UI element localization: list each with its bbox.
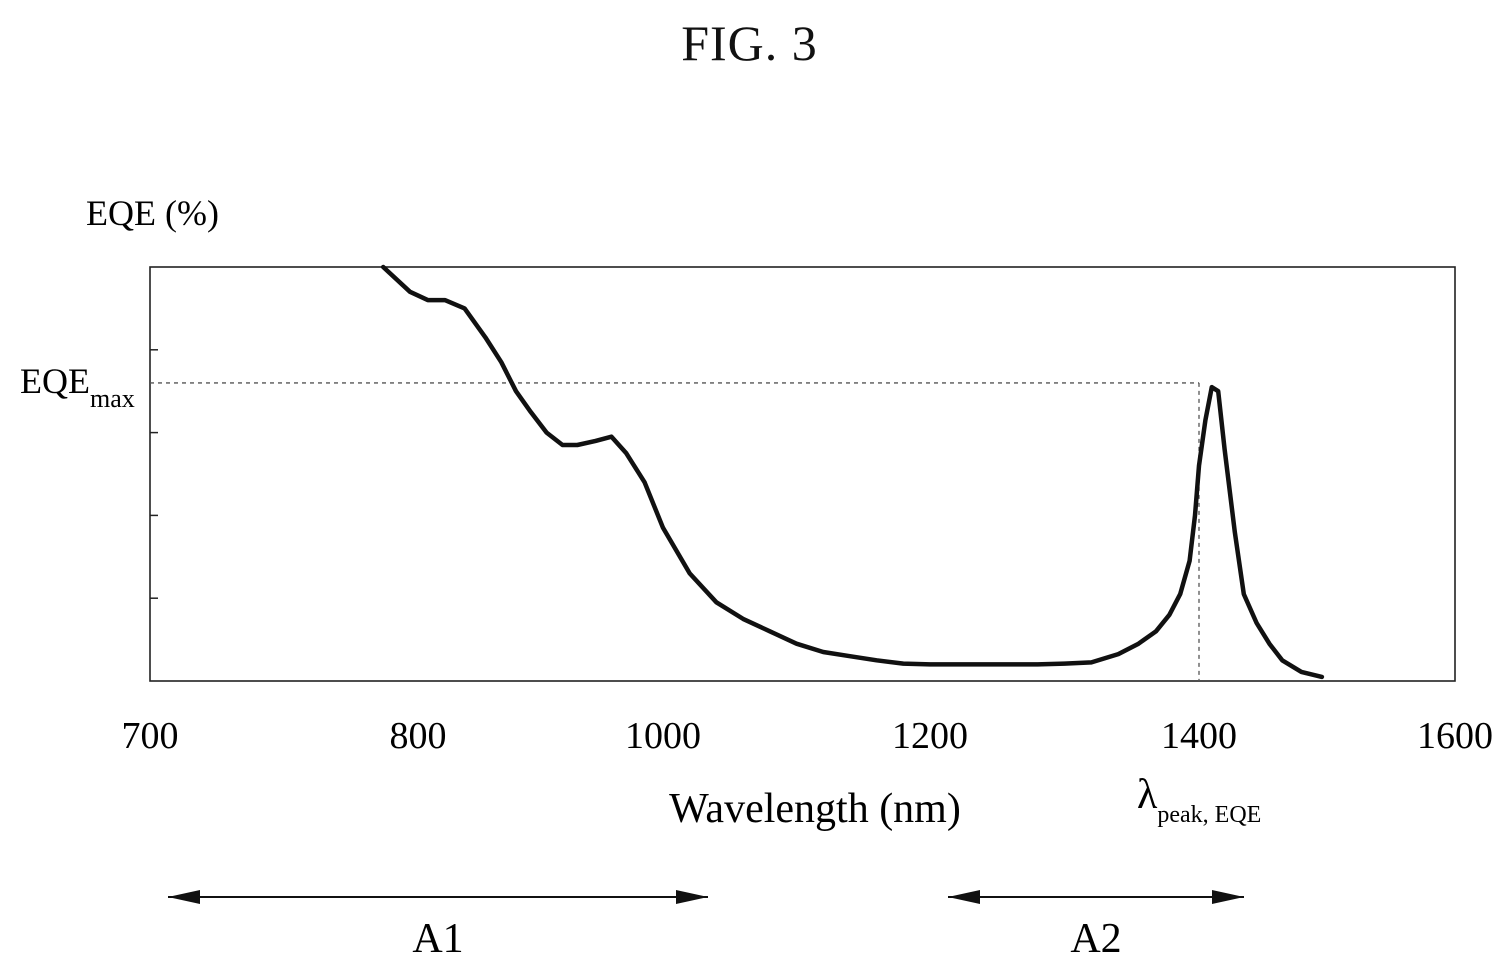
wavelength-regions: A1 A2 xyxy=(168,890,1244,962)
peak-wavelength-label: λpeak, EQE xyxy=(1137,772,1261,828)
x-tick-label: 800 xyxy=(390,715,447,757)
eqe-max-label-main: EQE xyxy=(20,361,90,401)
x-tick-label: 1200 xyxy=(892,715,968,757)
region-arrow: A2 xyxy=(948,890,1244,962)
peak-label-sub: peak, EQE xyxy=(1157,802,1261,828)
y-axis-title: EQE (%) xyxy=(86,193,219,233)
x-axis-label: Wavelength (nm) xyxy=(669,786,961,832)
region-arrow: A1 xyxy=(168,890,708,962)
eqe-max-label-sub: max xyxy=(90,384,135,413)
eqe-max-label: EQEmax xyxy=(20,361,135,413)
region-arrowhead xyxy=(168,890,200,904)
plot-frame xyxy=(149,266,1456,682)
region-arrowhead xyxy=(948,890,980,904)
region-arrowhead xyxy=(1212,890,1244,904)
region-label: A1 xyxy=(412,916,463,962)
figure-title: FIG. 3 xyxy=(681,15,818,71)
x-tick-labels: 700 800 1000 1200 1400 1600 xyxy=(122,715,1494,757)
eqe-series-line xyxy=(380,264,1325,680)
x-tick-label: 1600 xyxy=(1417,715,1493,757)
region-label: A2 xyxy=(1070,916,1121,962)
x-tick-label: 1400 xyxy=(1161,715,1237,757)
peak-label-main: λ xyxy=(1137,772,1158,818)
x-tick-label: 1000 xyxy=(625,715,701,757)
y-ticks xyxy=(150,349,158,599)
x-tick-label: 700 xyxy=(122,715,179,757)
region-arrowhead xyxy=(676,890,708,904)
